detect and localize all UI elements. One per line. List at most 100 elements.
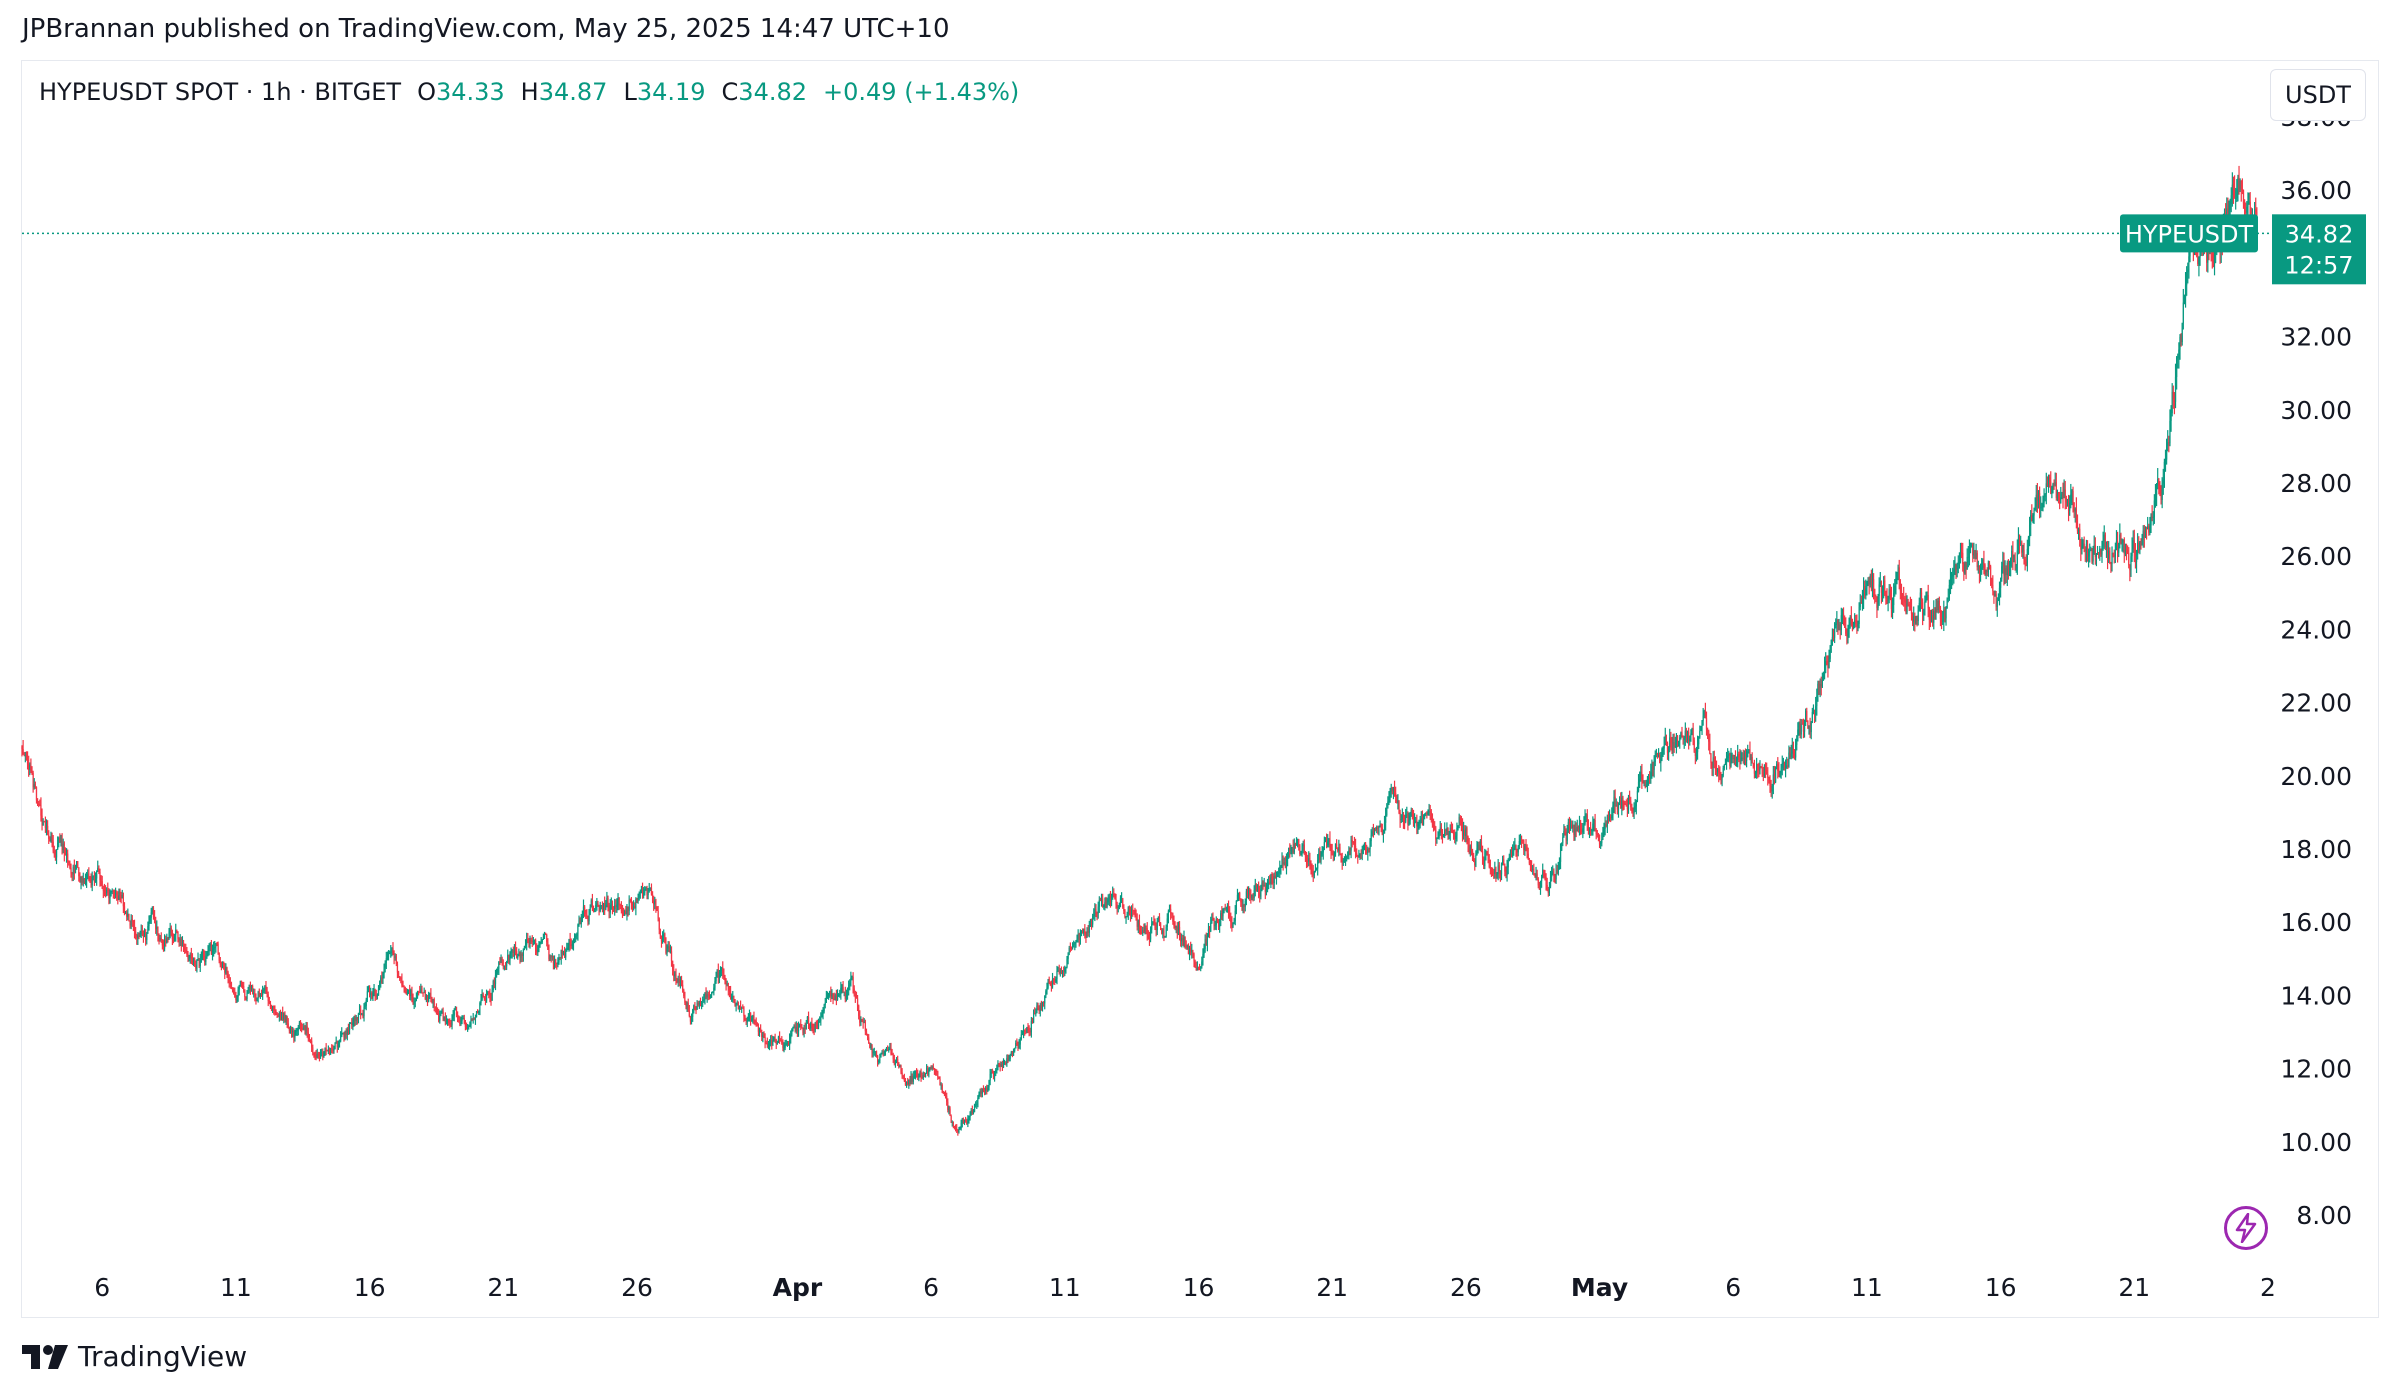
candle-body	[1735, 759, 1738, 766]
candle-body	[440, 1013, 442, 1017]
candle-body	[21, 746, 23, 750]
candle-body	[1940, 619, 1943, 622]
candle-body	[92, 876, 94, 878]
candle-body	[1601, 839, 1603, 844]
candle-body	[55, 849, 58, 858]
candle-body	[805, 1023, 807, 1029]
candle-body	[674, 974, 676, 977]
candle-body	[1358, 856, 1360, 858]
candle-body	[1381, 828, 1383, 835]
legend-symbol[interactable]: HYPEUSDT SPOT · 1h · BITGET	[39, 78, 402, 106]
candle-body	[995, 1070, 997, 1073]
candle-body	[175, 929, 177, 935]
candle-body	[268, 1001, 270, 1004]
candle-body	[832, 994, 834, 999]
candle-body	[1173, 921, 1175, 926]
candle-body	[288, 1027, 290, 1031]
candle-body	[775, 1039, 777, 1044]
candle-body	[549, 956, 551, 960]
candle-body	[736, 1002, 738, 1005]
candle-body	[135, 931, 137, 935]
candle-body	[414, 1001, 416, 1003]
candle-body	[2021, 542, 2023, 553]
candle-body	[873, 1051, 875, 1053]
candle-body	[333, 1048, 335, 1051]
candle-body	[1668, 747, 1670, 753]
candle-body	[1321, 852, 1323, 855]
candle-body	[806, 1016, 809, 1024]
candle-body	[2006, 562, 2008, 576]
candle-body	[70, 868, 72, 874]
candle-body	[1612, 805, 1614, 816]
candle-body	[1672, 742, 1674, 749]
candle-body	[82, 878, 84, 883]
candle-body	[2127, 550, 2129, 553]
candle-body	[862, 1020, 864, 1024]
candle-body	[2010, 557, 2012, 566]
candle-body	[1174, 925, 1176, 928]
candle-body	[542, 937, 544, 940]
candle-body	[1125, 916, 1127, 918]
candle-body	[1985, 569, 1987, 575]
candle-body	[1549, 876, 1552, 887]
candle-body	[357, 1013, 360, 1020]
candle-body	[432, 999, 434, 1004]
candle-body	[1778, 770, 1780, 774]
tradingview-logo[interactable]: TradingView	[22, 1340, 247, 1373]
candle-body	[1484, 856, 1486, 867]
candle-body	[314, 1054, 316, 1056]
candle-body	[482, 994, 484, 998]
currency-unit-button[interactable]: USDT	[2270, 69, 2366, 121]
candle-body	[428, 997, 430, 1002]
candle-body	[2016, 550, 2018, 565]
candle-body	[99, 871, 101, 880]
candle-body	[1485, 851, 1487, 857]
candle-body	[957, 1129, 959, 1132]
candle-body	[756, 1022, 758, 1027]
candle-body	[217, 943, 219, 953]
candle-body	[1915, 617, 1917, 624]
candle-body	[626, 907, 628, 915]
candle-body	[298, 1023, 301, 1028]
candle-body	[540, 942, 542, 944]
candle-body	[410, 990, 412, 997]
candle-body	[872, 1052, 874, 1054]
candle-body	[1504, 865, 1506, 872]
candle-body	[2172, 391, 2174, 400]
candle-body	[1548, 886, 1551, 893]
candle-body	[1655, 753, 1657, 756]
candle-body	[1606, 816, 1608, 827]
candle-body	[526, 939, 528, 945]
candle-body	[1842, 613, 1845, 618]
candle-body	[1854, 620, 1856, 625]
candle-body	[1591, 830, 1593, 832]
candle-body	[296, 1030, 298, 1032]
candle-body	[1000, 1064, 1002, 1067]
candle-body	[794, 1025, 796, 1032]
candle-body	[1225, 908, 1227, 910]
time-tick-label: 16	[1985, 1273, 2017, 1302]
candle-body	[125, 912, 127, 914]
candle-body	[692, 1009, 694, 1017]
candle-body	[890, 1047, 892, 1055]
candle-body	[406, 991, 409, 993]
candle-body	[1011, 1051, 1014, 1056]
candle-body	[110, 891, 112, 893]
candle-body	[334, 1043, 336, 1049]
candle-body	[1168, 908, 1171, 912]
candle-body	[1629, 798, 1631, 802]
candle-body	[2152, 517, 2154, 519]
candle-body	[184, 947, 186, 950]
candle-body	[1301, 846, 1303, 854]
chart-panel[interactable]	[21, 60, 2379, 1318]
candle-body	[1372, 831, 1374, 833]
candle-body	[741, 1007, 743, 1010]
candle-body	[367, 991, 370, 993]
candle-body	[1963, 563, 1965, 574]
candle-body	[1718, 769, 1720, 774]
candle-body	[1623, 802, 1625, 804]
candle-body	[1221, 913, 1223, 917]
lightning-bolt-icon[interactable]	[2224, 1206, 2268, 1250]
candle-body	[2083, 543, 2085, 550]
